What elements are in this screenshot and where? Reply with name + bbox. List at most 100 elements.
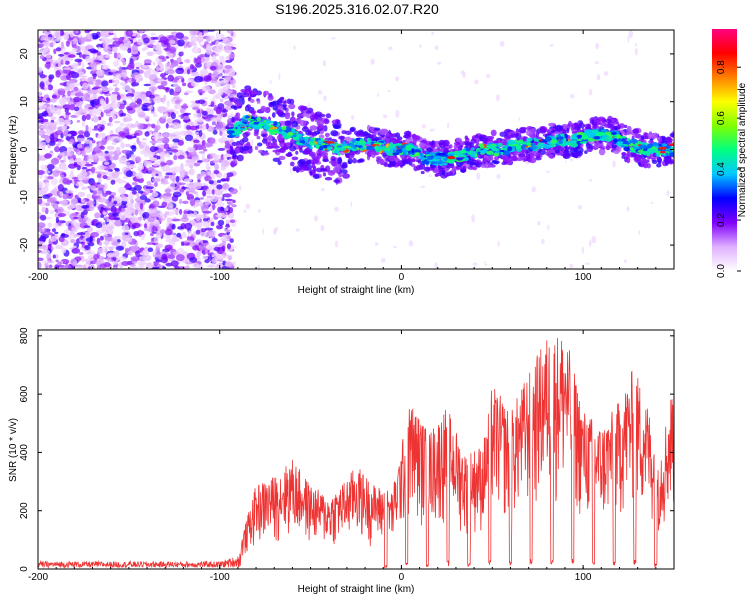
spectrogram-cell xyxy=(460,168,467,173)
spectrogram-cell xyxy=(154,124,161,131)
spectrogram-cell xyxy=(623,146,630,152)
spectrogram-cell xyxy=(76,119,81,123)
spectrogram-cell xyxy=(386,148,391,152)
spectrogram-cell xyxy=(530,151,535,158)
spectrogram-cell xyxy=(172,138,180,143)
spectrogram-cell xyxy=(507,146,513,152)
spectrogram-cell xyxy=(139,150,148,155)
spectrogram-cell xyxy=(84,146,93,153)
spectrogram-cell xyxy=(295,228,300,232)
spectrogram-cell xyxy=(112,114,116,120)
spectrogram-cell xyxy=(278,72,281,81)
spectrogram-cell xyxy=(136,98,142,105)
spectrogram-cell xyxy=(528,156,537,164)
spectrogram-cell xyxy=(118,103,125,110)
spectrogram-cell xyxy=(73,233,77,238)
spectrogram-cell xyxy=(106,223,115,227)
spectrogram-cell xyxy=(56,108,62,116)
spectrogram-cell xyxy=(95,229,105,234)
spectrogram-cell xyxy=(102,64,110,70)
spectrogram-cell xyxy=(70,239,76,244)
spectrogram-cell xyxy=(267,94,274,101)
spectrogram-cell xyxy=(401,148,407,153)
spectrogram-cell xyxy=(102,190,109,197)
spectrogram-cell xyxy=(198,124,207,131)
spectrogram-cell xyxy=(180,113,184,120)
spectrogram-cell xyxy=(64,60,70,65)
spectrogram-cell xyxy=(204,200,210,206)
spectrogram-cell xyxy=(397,160,403,166)
spectrogram-cell xyxy=(640,158,647,165)
spectrogram-cell xyxy=(98,152,105,157)
spectrogram-cell xyxy=(217,80,222,87)
spectrogram-cell xyxy=(276,109,282,116)
spectrogram-cell xyxy=(52,202,59,210)
spectrogram-cell xyxy=(93,199,97,207)
spectrogram-cell xyxy=(71,130,77,137)
spectrogram-cell xyxy=(497,240,500,247)
spectrogram-cell xyxy=(224,46,233,54)
spectrogram-cell xyxy=(146,51,154,57)
spectrogram-cell xyxy=(91,112,97,117)
spectrogram-cell xyxy=(197,160,203,163)
spectrogram-cell xyxy=(95,81,101,87)
spectrogram-cell xyxy=(96,69,105,77)
spectrogram-cell xyxy=(93,146,101,154)
spectrogram-cell xyxy=(185,58,191,64)
spectrogram-cell xyxy=(317,119,325,125)
spectrogram-cell xyxy=(437,61,442,65)
spectrogram-cell xyxy=(209,160,213,165)
spectrogram-cell xyxy=(573,126,581,130)
spectrogram-cell xyxy=(393,246,398,249)
spectrogram-cell xyxy=(130,36,136,39)
spectrogram-cell xyxy=(250,91,258,95)
spectrogram-cell xyxy=(118,186,127,194)
spectrogram-cell xyxy=(402,159,408,164)
spectrogram-cell xyxy=(613,138,618,143)
spectrogram-cell xyxy=(632,128,640,134)
spectrogram-cell xyxy=(309,141,315,146)
spectrogram-cell xyxy=(150,237,154,243)
spectrogram-cell xyxy=(231,204,237,208)
spectrogram-cell xyxy=(193,112,201,118)
spectrogram-cell xyxy=(89,48,97,54)
spectrogram-cell xyxy=(330,130,339,137)
spectrogram-cell xyxy=(187,79,194,83)
spectrogram-cell xyxy=(83,130,91,138)
spectrogram-cell xyxy=(395,143,402,146)
spectrogram-cell xyxy=(153,100,157,103)
spectrogram-cell xyxy=(87,81,94,85)
spectrogram-cell xyxy=(54,264,60,269)
spectrogram-cell xyxy=(282,107,287,111)
spectrogram-cell xyxy=(210,98,215,103)
spectrogram-cell xyxy=(185,158,194,166)
spectrogram-cell xyxy=(229,93,237,99)
spectrogram-cell xyxy=(137,140,141,146)
spectrogram-cell xyxy=(138,256,147,262)
spectrogram-cell xyxy=(180,216,189,223)
spectrogram-cell xyxy=(457,141,466,146)
spectrogram-cell xyxy=(278,128,283,132)
spectrogram-cell xyxy=(221,245,226,252)
spectrogram-cell xyxy=(449,144,453,149)
spectrogram-cell xyxy=(65,189,74,194)
spectrogram-cell xyxy=(309,171,313,176)
spectrogram-cell xyxy=(158,67,165,72)
spectrogram-cell xyxy=(225,59,233,64)
spectrogram-cell xyxy=(196,251,201,258)
spectrogram-cell xyxy=(469,161,474,168)
spectrogram-cell xyxy=(578,205,583,210)
spectrogram-cell xyxy=(484,263,488,266)
spectrogram-cell xyxy=(214,189,223,196)
spectrogram-cell xyxy=(39,77,49,83)
spectrogram-cell xyxy=(89,58,95,64)
spectrogram-cell xyxy=(172,131,182,136)
spectrogram-cell xyxy=(168,132,174,140)
spectrogram-cell xyxy=(202,255,209,260)
spectrogram-cell xyxy=(124,143,132,148)
spectrogram-cell xyxy=(601,129,608,132)
spectrogram-cell xyxy=(200,53,205,58)
spectrogram-cell xyxy=(46,97,51,101)
spectrogram-cell xyxy=(108,32,114,36)
spectrogram-cell xyxy=(549,44,554,47)
